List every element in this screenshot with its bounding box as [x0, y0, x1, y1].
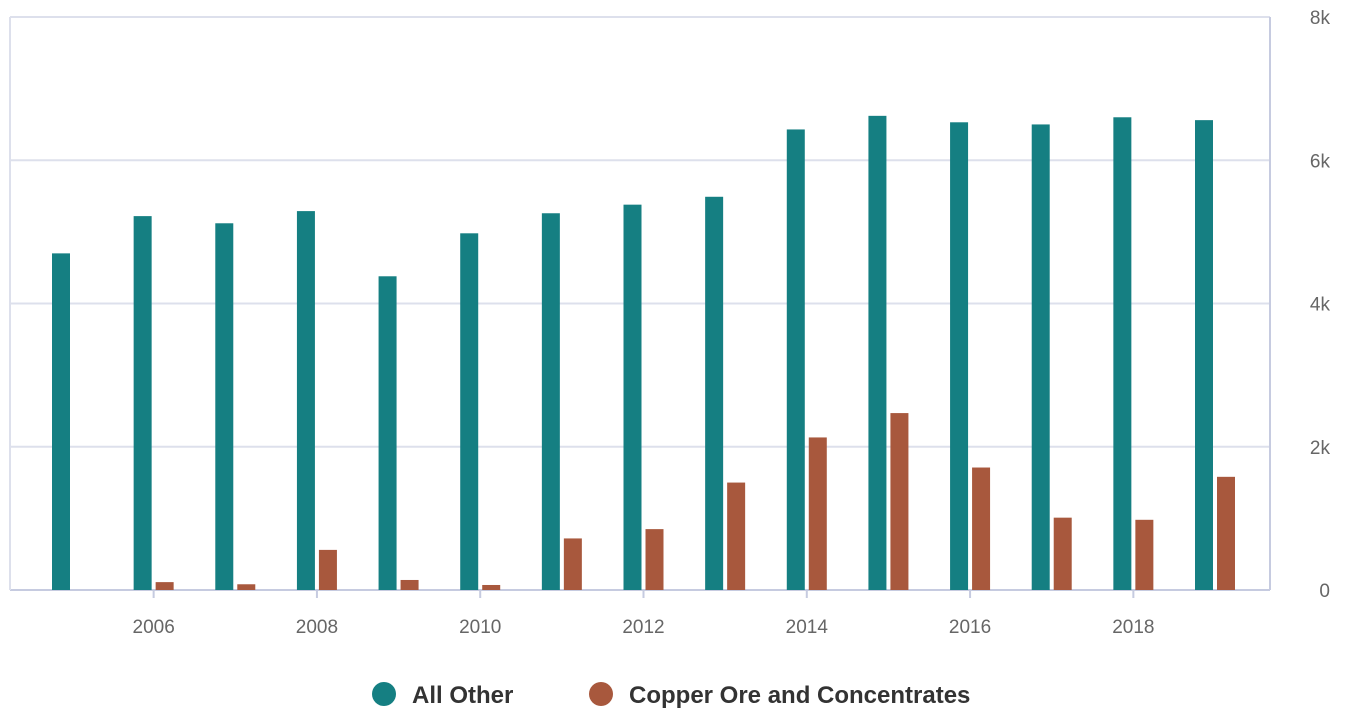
- y-tick-label: 8k: [1310, 8, 1331, 29]
- bar-copper-ore[interactable]: [155, 582, 174, 590]
- bar-all-other[interactable]: [1195, 120, 1213, 590]
- bars: [52, 115, 1235, 591]
- legend-item-all-other[interactable]: All Other: [372, 682, 513, 709]
- bar-copper-ore[interactable]: [890, 413, 909, 590]
- x-tick-label: 2008: [296, 617, 338, 638]
- x-tick-label: 2016: [949, 617, 991, 638]
- bar-copper-ore[interactable]: [972, 467, 991, 590]
- bar-all-other[interactable]: [950, 122, 969, 590]
- bar-copper-ore[interactable]: [645, 529, 664, 590]
- y-tick-label: 6k: [1310, 151, 1331, 172]
- x-tick-label: 2014: [786, 617, 829, 638]
- bar-copper-ore[interactable]: [318, 549, 337, 590]
- y-tick-label: 4k: [1310, 295, 1331, 316]
- x-tick-label: 2006: [133, 617, 175, 638]
- y-tick-label: 0: [1319, 581, 1330, 602]
- x-tick-label: 2010: [459, 617, 501, 638]
- bar-all-other[interactable]: [1113, 117, 1132, 591]
- legend-marker: [589, 682, 613, 706]
- bar-all-other[interactable]: [296, 211, 315, 590]
- bar-all-other[interactable]: [378, 276, 397, 590]
- bar-all-other[interactable]: [1031, 124, 1050, 590]
- legend: All Other Copper Ore and Concentrates: [372, 682, 970, 709]
- x-axis-ticks: 2006 2008 2010 2012 2014 2016 2018: [133, 617, 1155, 638]
- bar-all-other[interactable]: [868, 115, 887, 590]
- bar-copper-ore[interactable]: [1053, 517, 1072, 590]
- bar-all-other[interactable]: [541, 213, 560, 590]
- legend-label: Copper Ore and Concentrates: [629, 682, 970, 709]
- bar-all-other[interactable]: [133, 216, 152, 590]
- bar-copper-ore[interactable]: [808, 437, 827, 590]
- bar-copper-ore[interactable]: [482, 584, 501, 590]
- bar-all-other[interactable]: [623, 204, 642, 590]
- bar-copper-ore[interactable]: [1217, 476, 1235, 590]
- x-tick-label: 2012: [622, 617, 664, 638]
- bar-copper-ore[interactable]: [727, 482, 746, 590]
- bar-all-other[interactable]: [460, 233, 479, 590]
- bar-copper-ore[interactable]: [563, 538, 582, 590]
- legend-item-copper-ore[interactable]: Copper Ore and Concentrates: [589, 682, 970, 709]
- bar-all-other[interactable]: [52, 253, 70, 591]
- y-axis-ticks: 0 2k 4k 6k 8k: [1310, 8, 1331, 602]
- bar-copper-ore[interactable]: [237, 584, 256, 590]
- legend-label: All Other: [412, 682, 513, 709]
- bar-copper-ore[interactable]: [1135, 519, 1154, 590]
- bar-all-other[interactable]: [705, 196, 724, 590]
- legend-marker: [372, 682, 396, 706]
- bar-all-other[interactable]: [786, 129, 805, 591]
- x-tick-label: 2018: [1112, 617, 1154, 638]
- bar-copper-ore[interactable]: [400, 579, 419, 590]
- bar-all-other[interactable]: [215, 223, 234, 590]
- y-tick-label: 2k: [1310, 438, 1331, 459]
